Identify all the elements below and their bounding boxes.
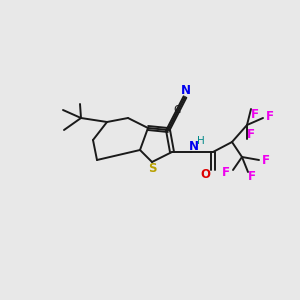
Text: S: S: [148, 163, 156, 176]
Text: F: F: [266, 110, 274, 124]
Text: N: N: [189, 140, 199, 154]
Text: N: N: [181, 85, 191, 98]
Text: F: F: [248, 170, 256, 184]
Text: F: F: [251, 107, 259, 121]
Text: O: O: [200, 167, 210, 181]
Text: C: C: [173, 105, 181, 115]
Text: F: F: [222, 167, 230, 179]
Text: H: H: [197, 136, 205, 146]
Text: F: F: [247, 128, 255, 140]
Text: F: F: [262, 154, 270, 166]
